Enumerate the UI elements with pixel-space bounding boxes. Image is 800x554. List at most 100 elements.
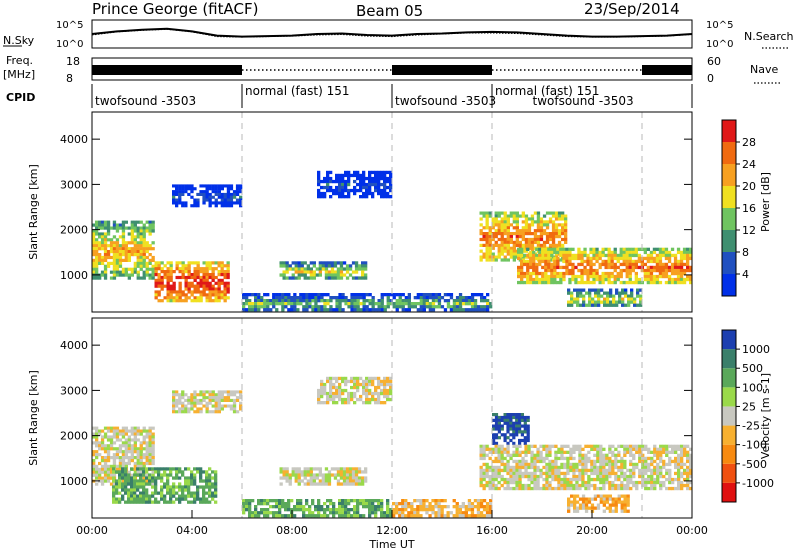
echo-region-2 bbox=[172, 184, 243, 208]
colorbar-swatch bbox=[722, 274, 736, 296]
freq-segment-0 bbox=[92, 65, 242, 75]
cpid-mode-4: twofsound -3503 bbox=[533, 94, 634, 108]
xtick-label: 08:00 bbox=[276, 524, 308, 537]
colorbar-swatch bbox=[722, 186, 736, 208]
ytick-label: 1000 bbox=[60, 475, 88, 488]
colorbar-swatch bbox=[722, 208, 736, 230]
freq-label: Freq. bbox=[6, 54, 33, 67]
freq-tick-top: 18 bbox=[66, 55, 80, 68]
colorbar-tick: 28 bbox=[742, 136, 756, 149]
echo-region-2 bbox=[172, 390, 243, 414]
colorbar-tick: 25 bbox=[742, 400, 756, 413]
echo-region-5 bbox=[242, 293, 493, 312]
colorbar-swatch bbox=[722, 142, 736, 164]
nave-label: Nave bbox=[750, 63, 778, 76]
ytick-label: 4000 bbox=[60, 339, 88, 352]
colorbar-swatch bbox=[722, 164, 736, 186]
freq-segment-4 bbox=[642, 65, 692, 75]
xtick-label: 00:00 bbox=[676, 524, 708, 537]
cpid-mode-1: normal (fast) 151 bbox=[245, 84, 349, 98]
power-mode-lines bbox=[241, 112, 643, 312]
nsky-series-line bbox=[91, 27, 693, 38]
nave-tick-top: 60 bbox=[707, 55, 721, 68]
xtick-label: 00:00 bbox=[76, 524, 108, 537]
echo-region-9 bbox=[567, 494, 630, 513]
cpid-mode-2: twofsound -3503 bbox=[395, 94, 496, 108]
colorbar-tick: -1000 bbox=[742, 477, 774, 490]
xtick-label: 12:00 bbox=[376, 524, 408, 537]
velocity-xticks: 00:00 04:00 08:00 12:00 16:00 20:00 00:00 bbox=[76, 510, 708, 537]
ytick-label: 2000 bbox=[60, 430, 88, 443]
station-title: Prince George (fitACF) bbox=[92, 0, 258, 18]
ytick-label: 4000 bbox=[60, 133, 88, 146]
velocity-colorbar: 1000 500 100 25 -25 -100 -500 -1000 bbox=[721, 329, 774, 503]
colorbar-tick: 24 bbox=[742, 158, 756, 171]
echo-region-3 bbox=[279, 467, 368, 486]
colorbar-swatch bbox=[722, 230, 736, 252]
velocity-mode-lines bbox=[241, 318, 643, 518]
freq-segments bbox=[92, 65, 692, 75]
freq-tick-bottom: 8 bbox=[66, 72, 73, 85]
echo-region-7 bbox=[517, 247, 693, 285]
power-frame bbox=[91, 111, 693, 313]
colorbar-swatch bbox=[722, 349, 736, 369]
noise-right-tick-top: 10^5 bbox=[706, 20, 733, 31]
nave-tick-bottom: 0 bbox=[707, 72, 714, 85]
power-echoes bbox=[92, 170, 693, 312]
colorbar-tick: -25 bbox=[742, 420, 760, 433]
velocity-xlabel: Time UT bbox=[368, 538, 414, 551]
noise-frame bbox=[91, 19, 693, 49]
velocity-colorbar-label: Velocity [m s-1] bbox=[759, 373, 772, 459]
date-title: 23/Sep/2014 bbox=[584, 0, 680, 18]
xtick-label: 20:00 bbox=[576, 524, 608, 537]
colorbar-tick: 20 bbox=[742, 180, 756, 193]
colorbar-tick: 8 bbox=[742, 246, 749, 259]
nsearch-label: N.Search bbox=[744, 30, 794, 43]
colorbar-swatch bbox=[722, 425, 736, 445]
echo-region-5 bbox=[242, 499, 393, 518]
velocity-yticks: 1000 2000 3000 4000 bbox=[60, 339, 692, 488]
colorbar-swatch bbox=[722, 252, 736, 274]
cpid-mode-0: twofsound -3503 bbox=[95, 94, 196, 108]
velocity-panel: 1000 2000 3000 4000 00:00 04:00 08:00 12:00 16:… bbox=[27, 317, 774, 551]
colorbar-tick: -500 bbox=[742, 458, 767, 471]
colorbar-tick: 100 bbox=[742, 381, 763, 394]
colorbar-tick: -100 bbox=[742, 439, 767, 452]
colorbar-swatch bbox=[722, 463, 736, 483]
xtick-label: 16:00 bbox=[476, 524, 508, 537]
freq-panel: Freq. [MHz] 18 8 60 0 Nave bbox=[3, 54, 780, 85]
echo-region-7 bbox=[492, 413, 530, 445]
noise-left-tick-top: 10^5 bbox=[56, 20, 83, 31]
power-ylabel: Slant Range [km] bbox=[27, 164, 40, 260]
noise-left-tick-bottom: 10^0 bbox=[56, 39, 83, 50]
colorbar-tick: 16 bbox=[742, 202, 756, 215]
colorbar-swatch bbox=[722, 120, 736, 142]
colorbar-tick: 12 bbox=[742, 224, 756, 237]
noise-right-tick-bottom: 10^0 bbox=[706, 39, 733, 50]
freq-unit-label: [MHz] bbox=[3, 68, 35, 81]
echo-region-1 bbox=[154, 261, 230, 303]
noise-panel: N.Sky 10^5 10^0 10^5 10^0 N.Search bbox=[3, 19, 794, 50]
colorbar-tick: 4 bbox=[742, 268, 749, 281]
freq-segment-2 bbox=[392, 65, 492, 75]
nsky-label: N.Sky bbox=[3, 34, 35, 47]
beam-title: Beam 05 bbox=[356, 2, 423, 20]
echo-region-8 bbox=[479, 444, 693, 491]
ytick-label: 3000 bbox=[60, 384, 88, 397]
echo-region-3 bbox=[279, 261, 368, 280]
colorbar-swatch bbox=[722, 368, 736, 388]
echo-region-1 bbox=[112, 467, 218, 504]
colorbar-swatch bbox=[722, 406, 736, 426]
colorbar-swatch bbox=[722, 330, 736, 350]
cpid-mode-3: normal (fast) 151 bbox=[495, 84, 599, 98]
echo-region-8 bbox=[567, 288, 643, 307]
ytick-label: 2000 bbox=[60, 224, 88, 237]
velocity-echoes bbox=[92, 376, 693, 518]
echo-region-6 bbox=[392, 499, 493, 518]
power-panel: 1000 2000 3000 4000 Slant Range [km] 28 24 20… bbox=[27, 111, 772, 313]
power-colorbar-label: Power [dB] bbox=[759, 172, 772, 232]
power-colorbar: 28 24 20 16 12 8 4 bbox=[721, 119, 756, 297]
